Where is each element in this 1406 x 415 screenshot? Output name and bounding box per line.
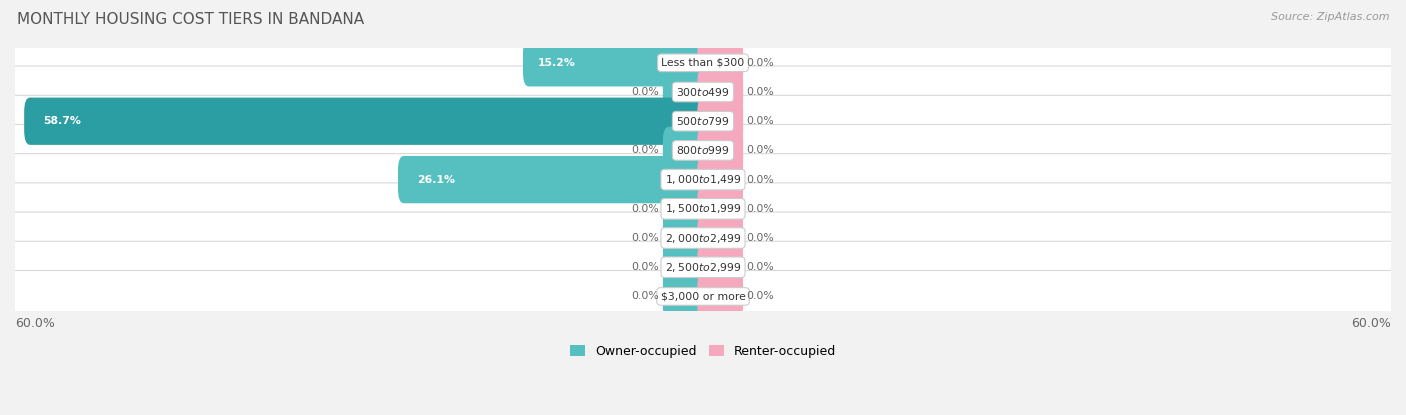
Text: 60.0%: 60.0% [1351, 317, 1391, 330]
Text: $1,500 to $1,999: $1,500 to $1,999 [665, 203, 741, 215]
Text: Source: ZipAtlas.com: Source: ZipAtlas.com [1271, 12, 1389, 22]
Text: 15.2%: 15.2% [538, 58, 575, 68]
Text: $2,000 to $2,499: $2,000 to $2,499 [665, 232, 741, 244]
Text: 0.0%: 0.0% [631, 262, 659, 272]
Text: 0.0%: 0.0% [747, 204, 775, 214]
FancyBboxPatch shape [662, 215, 709, 262]
Text: 0.0%: 0.0% [747, 145, 775, 156]
Text: 26.1%: 26.1% [418, 175, 456, 185]
Text: 0.0%: 0.0% [631, 87, 659, 97]
FancyBboxPatch shape [11, 66, 1395, 118]
Text: 0.0%: 0.0% [631, 233, 659, 243]
Text: 0.0%: 0.0% [747, 87, 775, 97]
FancyBboxPatch shape [11, 95, 1395, 147]
FancyBboxPatch shape [11, 241, 1395, 293]
FancyBboxPatch shape [662, 127, 709, 174]
Text: Less than $300: Less than $300 [661, 58, 745, 68]
Text: 0.0%: 0.0% [631, 204, 659, 214]
FancyBboxPatch shape [697, 273, 744, 320]
FancyBboxPatch shape [11, 212, 1395, 264]
Text: 0.0%: 0.0% [747, 116, 775, 126]
FancyBboxPatch shape [11, 154, 1395, 205]
FancyBboxPatch shape [11, 124, 1395, 176]
FancyBboxPatch shape [662, 273, 709, 320]
FancyBboxPatch shape [697, 68, 744, 116]
FancyBboxPatch shape [697, 127, 744, 174]
FancyBboxPatch shape [697, 215, 744, 262]
FancyBboxPatch shape [398, 156, 709, 203]
Text: $300 to $499: $300 to $499 [676, 86, 730, 98]
FancyBboxPatch shape [662, 68, 709, 116]
Text: $1,000 to $1,499: $1,000 to $1,499 [665, 173, 741, 186]
FancyBboxPatch shape [11, 271, 1395, 322]
FancyBboxPatch shape [523, 39, 709, 86]
FancyBboxPatch shape [11, 37, 1395, 89]
Text: $2,500 to $2,999: $2,500 to $2,999 [665, 261, 741, 274]
Text: $800 to $999: $800 to $999 [676, 144, 730, 156]
Text: 0.0%: 0.0% [631, 291, 659, 301]
FancyBboxPatch shape [697, 39, 744, 86]
Text: 0.0%: 0.0% [747, 175, 775, 185]
Text: 0.0%: 0.0% [747, 262, 775, 272]
FancyBboxPatch shape [697, 156, 744, 203]
Text: 0.0%: 0.0% [747, 291, 775, 301]
Text: MONTHLY HOUSING COST TIERS IN BANDANA: MONTHLY HOUSING COST TIERS IN BANDANA [17, 12, 364, 27]
FancyBboxPatch shape [662, 185, 709, 232]
Text: $500 to $799: $500 to $799 [676, 115, 730, 127]
FancyBboxPatch shape [697, 98, 744, 145]
Text: 60.0%: 60.0% [15, 317, 55, 330]
Text: 0.0%: 0.0% [747, 233, 775, 243]
Text: $3,000 or more: $3,000 or more [661, 291, 745, 301]
FancyBboxPatch shape [697, 244, 744, 291]
FancyBboxPatch shape [11, 183, 1395, 235]
FancyBboxPatch shape [697, 185, 744, 232]
FancyBboxPatch shape [662, 244, 709, 291]
Legend: Owner-occupied, Renter-occupied: Owner-occupied, Renter-occupied [565, 339, 841, 363]
Text: 0.0%: 0.0% [747, 58, 775, 68]
FancyBboxPatch shape [24, 98, 709, 145]
Text: 58.7%: 58.7% [44, 116, 82, 126]
Text: 0.0%: 0.0% [631, 145, 659, 156]
